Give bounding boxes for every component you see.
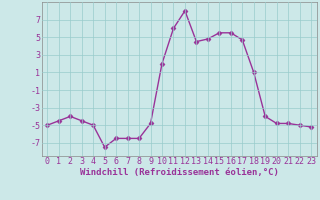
X-axis label: Windchill (Refroidissement éolien,°C): Windchill (Refroidissement éolien,°C) bbox=[80, 168, 279, 177]
